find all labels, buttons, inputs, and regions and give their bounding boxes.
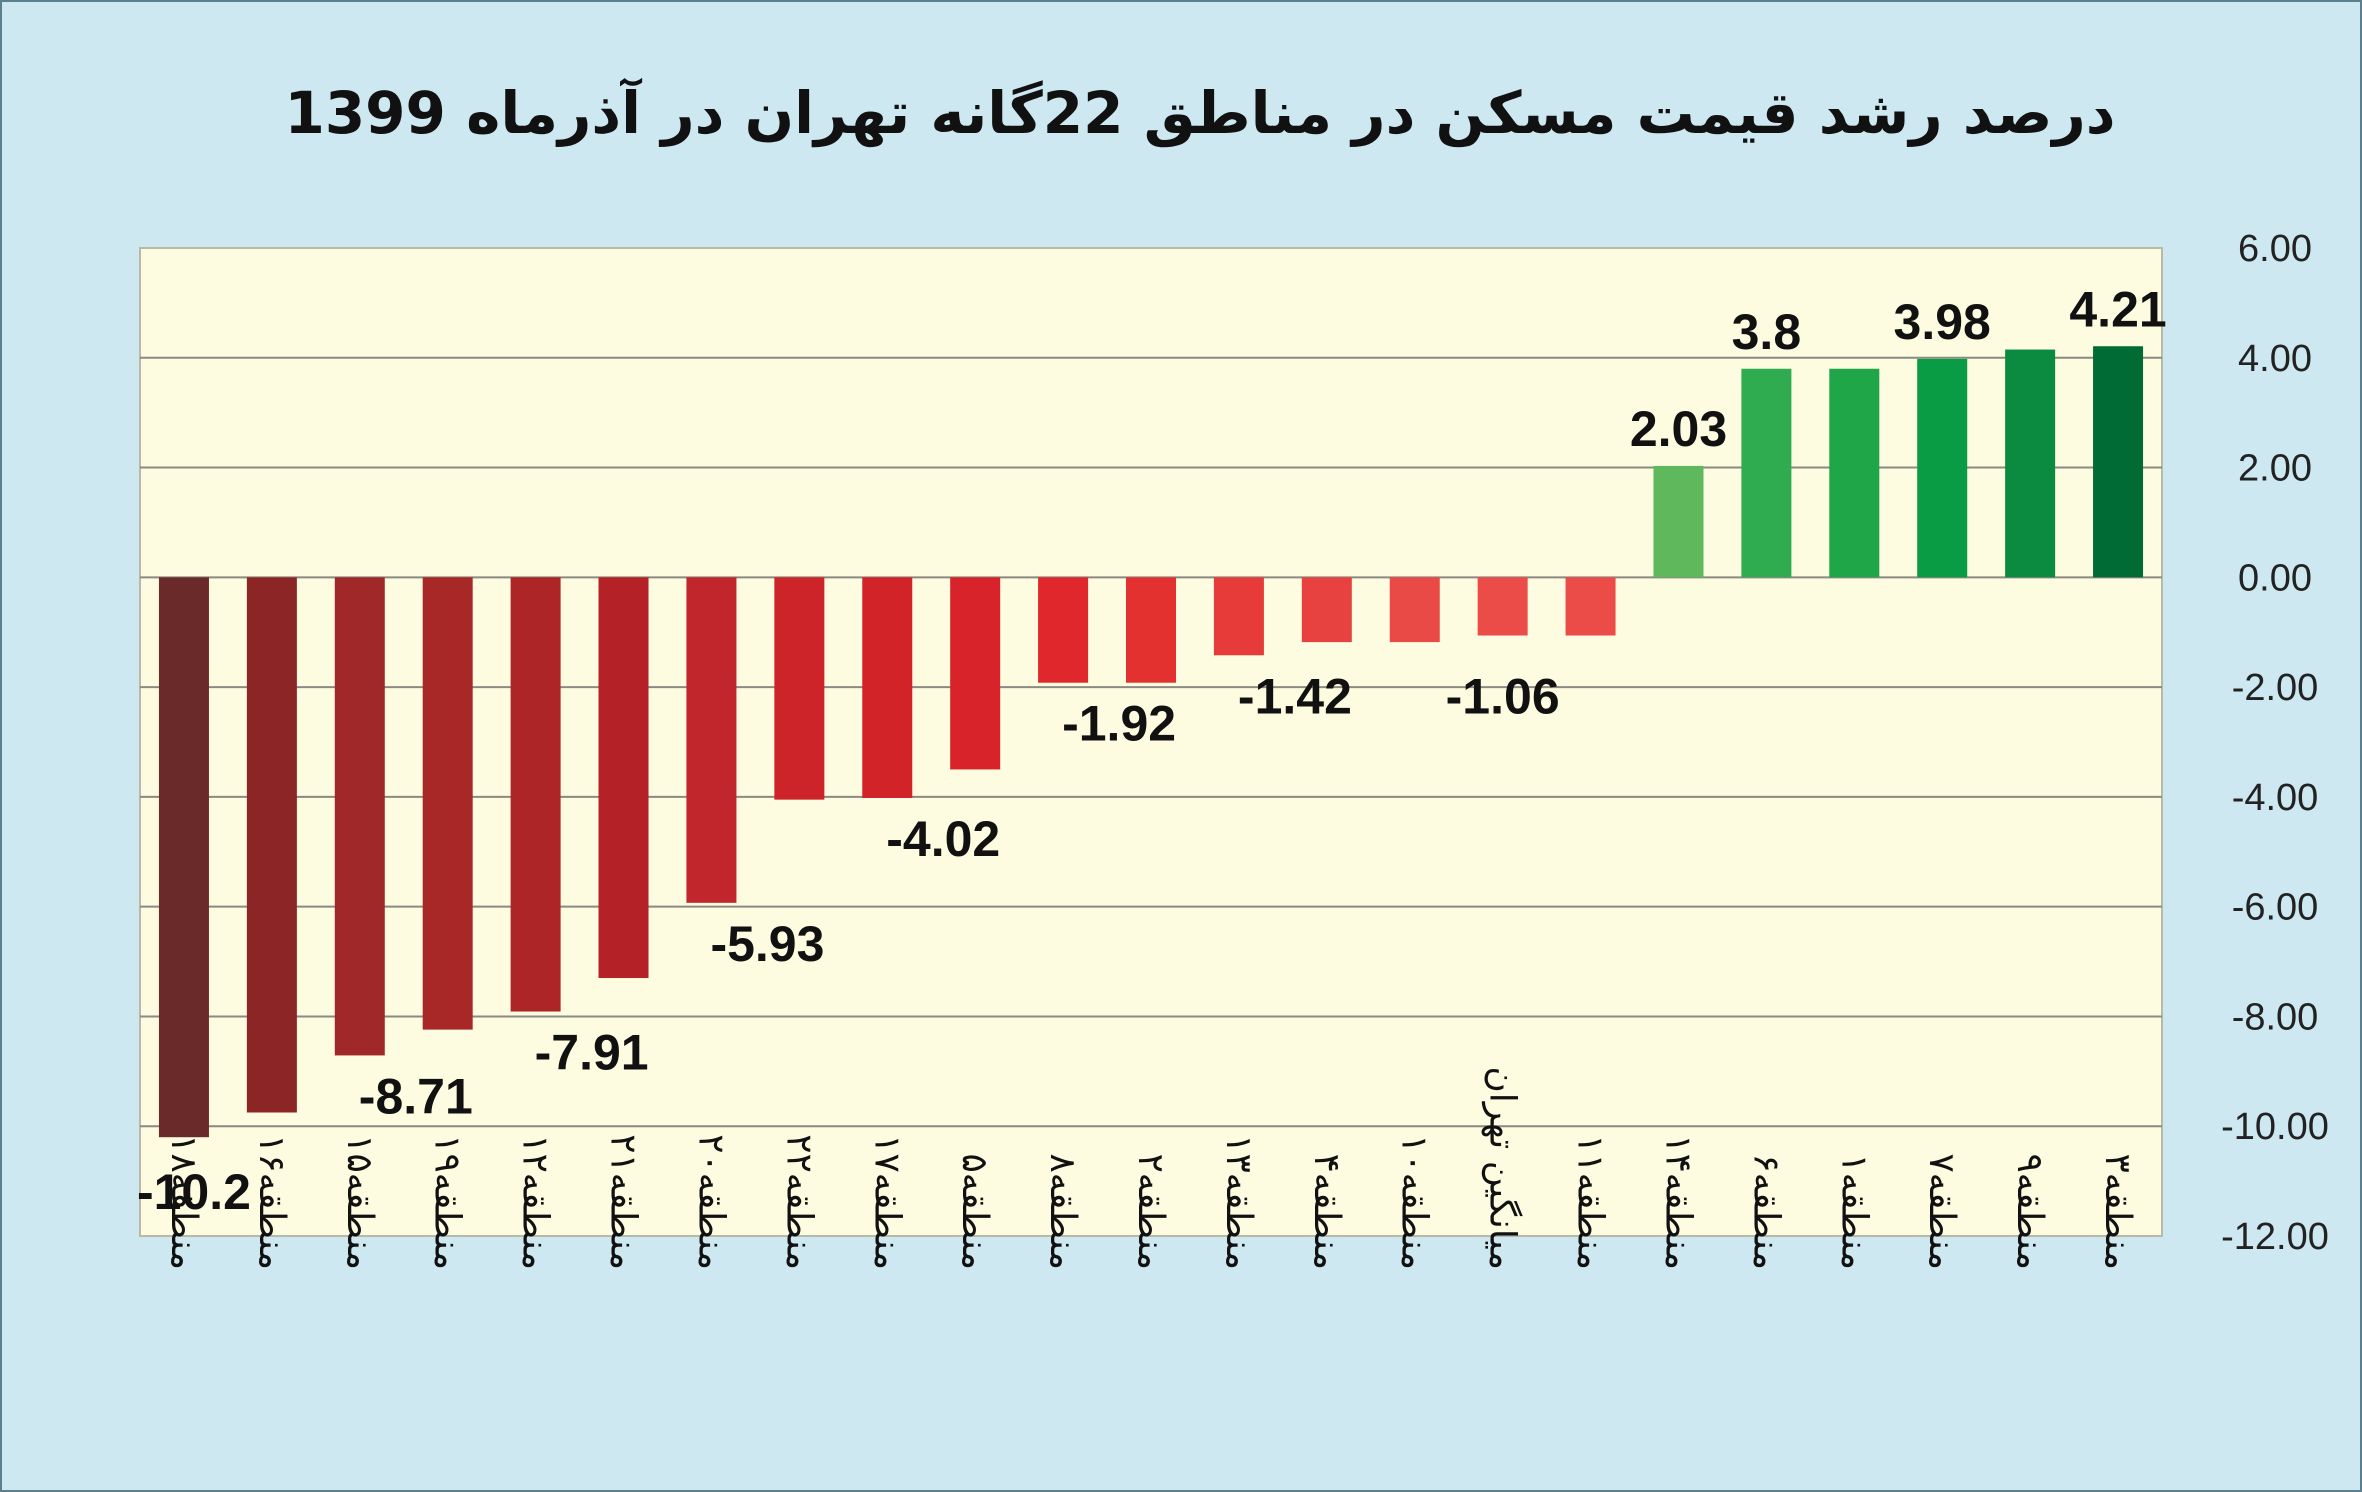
y-tick-label: -12.00 (2221, 1216, 2329, 1258)
bar (598, 577, 649, 979)
x-category-label: منطقه۷ (1921, 1153, 1962, 1270)
bar (1126, 577, 1176, 683)
bar (1653, 465, 1704, 578)
data-label: 4.21 (2069, 281, 2166, 337)
x-category-label: منطقه۶ (1745, 1153, 1786, 1270)
chart-title: درصد رشد قیمت مسکن در مناطق 22گانه تهران… (284, 77, 2115, 148)
data-label: -5.93 (710, 916, 824, 972)
bar (2093, 346, 2144, 578)
x-category-label: منطقه۱۲ (515, 1134, 556, 1270)
data-label: 3.8 (1732, 304, 1802, 360)
plot-area (139, 247, 2163, 1237)
y-tick-label: -2.00 (2232, 667, 2319, 709)
bar (1741, 368, 1792, 578)
bar (1917, 358, 1968, 578)
data-label: -4.02 (886, 811, 1000, 867)
x-category-label: منطقه۱۵ (339, 1134, 380, 1270)
x-category-label: منطقه۹ (2009, 1153, 2050, 1270)
bar (510, 577, 561, 1012)
x-category-label: منطقه۱۰ (1394, 1134, 1435, 1270)
y-tick-label: -6.00 (2232, 887, 2319, 929)
y-tick-label: 0.00 (2238, 557, 2312, 599)
x-category-label: منطقه۱۴ (1657, 1134, 1698, 1270)
bar (686, 577, 737, 903)
bar (334, 577, 385, 1056)
x-category-label: منطقه۲۰ (690, 1134, 731, 1270)
bar (158, 577, 209, 1138)
bars (158, 346, 2144, 1138)
data-label: -8.71 (359, 1068, 473, 1124)
bar (1038, 577, 1089, 683)
x-category-label: منطقه۱۷ (866, 1134, 907, 1270)
x-category-label: منطقه۲۲ (778, 1134, 819, 1270)
data-labels: -10.2 -8.71 -7.91 -5.93 -4.02 -1.92 -1.42 -1.06… (137, 281, 2167, 1220)
x-category-label: منطقه۱۹ (427, 1134, 468, 1270)
y-axis-ticks: 6.00 4.00 2.00 0.00 -2.00 -4.00 -6.00 -8.00 -10.… (2221, 228, 2329, 1258)
y-tick-label: -8.00 (2232, 996, 2319, 1038)
x-category-label: منطقه۲۱ (603, 1134, 644, 1270)
x-category-label: منطقه۴ (1306, 1153, 1347, 1270)
bar (1565, 577, 1616, 636)
data-label: -10.2 (137, 1164, 251, 1220)
bar (1301, 577, 1352, 643)
bar (422, 577, 473, 1030)
x-category-label: منطقه۱۶ (251, 1134, 292, 1270)
bar (1213, 577, 1264, 656)
x-category-label: منطقه۳ (2097, 1153, 2138, 1270)
x-category-label: منطقه۲ (1130, 1153, 1171, 1270)
y-tick-label: -10.00 (2221, 1106, 2329, 1148)
x-category-label: منطقه۵ (954, 1153, 995, 1270)
x-category-label: منطقه۸ (1042, 1153, 1083, 1270)
x-category-label: میانگین تهران (1482, 1066, 1524, 1270)
data-label: -1.06 (1446, 669, 1560, 725)
data-label: -1.42 (1238, 668, 1352, 724)
bar (246, 577, 297, 1113)
data-label: 3.98 (1894, 294, 1991, 350)
y-tick-label: 4.00 (2238, 338, 2312, 380)
data-label: -7.91 (535, 1025, 649, 1081)
y-tick-label: -4.00 (2232, 777, 2319, 819)
bar (2005, 349, 2056, 578)
bar (1829, 368, 1880, 578)
bar (1389, 577, 1440, 643)
grid-lines (140, 356, 2162, 1128)
y-tick-label: 6.00 (2238, 228, 2312, 270)
bar (862, 577, 913, 798)
x-category-label: منطقه۱۳ (1218, 1134, 1259, 1270)
data-label: -1.92 (1062, 696, 1176, 752)
y-tick-label: 2.00 (2238, 448, 2312, 490)
x-category-label: منطقه۱ (1833, 1153, 1874, 1270)
x-axis-category-labels: منطقه۱۸ منطقه۱۶ منطقه۱۵ منطقه۱۹ منطقه۱۲ منطقه… (163, 1066, 2138, 1270)
x-category-label: منطقه۱۸ (163, 1134, 204, 1270)
bar (774, 577, 825, 800)
bar (950, 577, 1001, 770)
bar (1477, 577, 1528, 636)
x-category-label: منطقه۱۱ (1570, 1134, 1611, 1270)
data-label: 2.03 (1630, 401, 1727, 457)
